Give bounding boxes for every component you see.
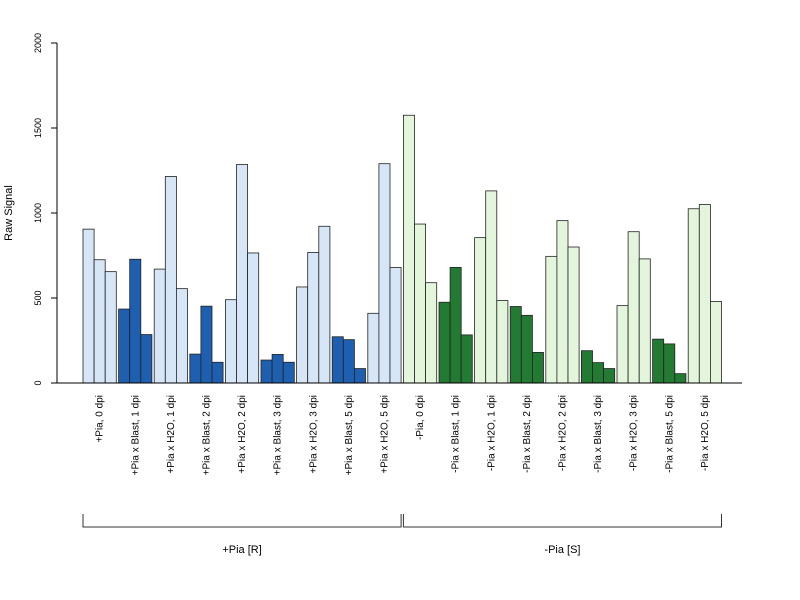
group-label: +Pia [R] bbox=[222, 544, 261, 556]
bar bbox=[402, 114, 415, 384]
x-tick-label: +Pia, 0 dpi bbox=[95, 395, 106, 443]
bar bbox=[140, 334, 153, 384]
bar bbox=[652, 338, 665, 384]
group-bracket bbox=[402, 514, 722, 528]
bar bbox=[318, 225, 331, 384]
x-tick-label: -Pia x Blast, 5 dpi bbox=[664, 395, 675, 473]
x-tick-label: -Pia, 0 dpi bbox=[415, 395, 426, 440]
bar bbox=[449, 266, 462, 384]
x-tick-label: -Pia x Blast, 1 dpi bbox=[451, 395, 462, 473]
bar bbox=[282, 361, 295, 384]
bar bbox=[674, 373, 687, 384]
bar bbox=[307, 252, 320, 384]
x-tick-label: +Pia x Blast, 1 dpi bbox=[130, 395, 141, 475]
bar bbox=[153, 268, 166, 384]
y-tick-label: 500 bbox=[33, 290, 43, 305]
bar bbox=[687, 208, 700, 384]
bar bbox=[236, 164, 249, 384]
bar bbox=[567, 246, 580, 384]
bar bbox=[616, 305, 629, 384]
bar bbox=[260, 359, 273, 384]
bar bbox=[104, 271, 117, 384]
x-tick-label: +Pia x Blast, 3 dpi bbox=[273, 395, 284, 475]
bar bbox=[342, 339, 355, 384]
y-tick-label: 2000 bbox=[33, 33, 43, 53]
bar bbox=[211, 361, 224, 384]
bar bbox=[485, 190, 498, 384]
x-tick-label: -Pia x H2O, 2 dpi bbox=[557, 395, 568, 471]
bar bbox=[367, 312, 380, 384]
bars bbox=[82, 114, 722, 384]
bar bbox=[532, 351, 544, 384]
bar bbox=[509, 306, 522, 384]
bar bbox=[592, 362, 605, 384]
bar bbox=[200, 305, 213, 384]
bar bbox=[93, 259, 106, 384]
bar bbox=[638, 258, 651, 384]
group-label: -Pia [S] bbox=[544, 544, 580, 556]
bar bbox=[414, 223, 427, 384]
bar bbox=[627, 231, 640, 384]
y-axis-label: Raw Signal bbox=[3, 185, 15, 241]
bar bbox=[129, 258, 142, 384]
x-tick-label: +Pia x H2O, 1 dpi bbox=[166, 395, 177, 474]
x-tick-label: +Pia x H2O, 5 dpi bbox=[379, 395, 390, 474]
bar bbox=[545, 255, 558, 384]
bar bbox=[224, 299, 237, 384]
y-tick-label: 1500 bbox=[33, 118, 43, 138]
bar bbox=[474, 237, 487, 384]
bar bbox=[331, 336, 344, 384]
x-tick-label: +Pia x H2O, 3 dpi bbox=[308, 395, 319, 474]
bar bbox=[118, 308, 131, 384]
x-tick-label: -Pia x H2O, 1 dpi bbox=[486, 395, 497, 471]
x-tick-labels: +Pia, 0 dpi +Pia x Blast, 1 dpi +Pia x H2O… bbox=[95, 395, 711, 475]
x-tick-label: +Pia x Blast, 5 dpi bbox=[344, 395, 355, 475]
x-tick-label: +Pia x Blast, 2 dpi bbox=[201, 395, 212, 475]
bar bbox=[425, 282, 438, 384]
x-tick-label: -Pia x Blast, 2 dpi bbox=[522, 395, 533, 473]
bar bbox=[389, 266, 402, 384]
bar bbox=[438, 301, 451, 384]
bar bbox=[520, 314, 533, 384]
bar bbox=[271, 354, 284, 384]
x-tick-label: -Pia x Blast, 3 dpi bbox=[593, 395, 604, 473]
bar bbox=[164, 176, 177, 384]
bar bbox=[175, 288, 188, 384]
bar bbox=[603, 368, 616, 384]
bar bbox=[296, 286, 309, 384]
x-tick-label: -Pia x H2O, 5 dpi bbox=[700, 395, 711, 471]
bar bbox=[556, 220, 569, 384]
bar bbox=[353, 368, 366, 384]
bar bbox=[460, 334, 473, 384]
group-bracket bbox=[82, 514, 402, 528]
group-brackets: +Pia [R] -Pia [S] bbox=[82, 514, 722, 556]
bar bbox=[581, 350, 593, 384]
x-tick-label: +Pia x H2O, 2 dpi bbox=[237, 395, 248, 474]
bar bbox=[698, 204, 711, 384]
bar bbox=[378, 163, 391, 384]
y-axis: 0 500 1000 1500 2000 bbox=[33, 33, 58, 386]
bar bbox=[189, 353, 202, 384]
bar bbox=[496, 300, 509, 384]
bar bbox=[82, 228, 95, 384]
y-tick-label: 1000 bbox=[33, 203, 43, 223]
x-tick-label: -Pia x H2O, 3 dpi bbox=[629, 395, 640, 471]
bar bbox=[247, 252, 260, 384]
bar bbox=[663, 343, 676, 384]
bar bbox=[710, 300, 722, 384]
y-tick-label: 0 bbox=[33, 380, 43, 385]
